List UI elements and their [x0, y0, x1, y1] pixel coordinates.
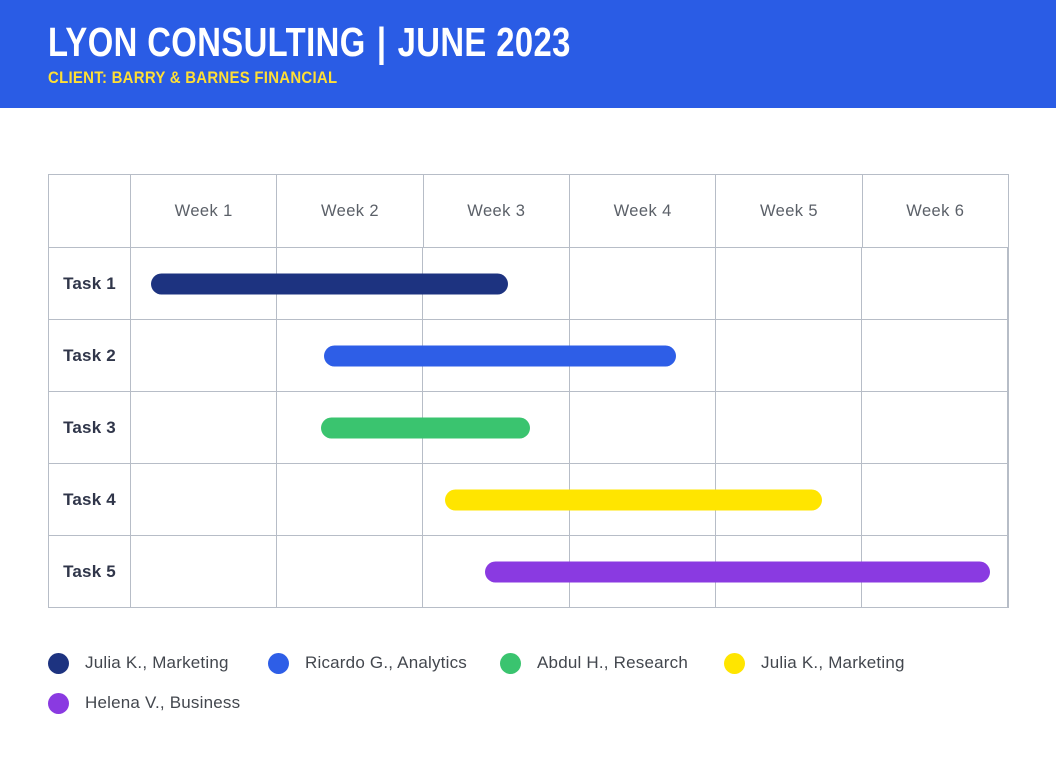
grid-cell [131, 536, 278, 607]
legend-label: Abdul H., Research [537, 653, 689, 672]
task-label: Task 1 [63, 273, 116, 293]
gantt-row-task-2: Task 2 [49, 319, 1009, 391]
legend-dot-purple [48, 692, 69, 714]
week-header-cell: Week 1 [131, 175, 278, 247]
task-label-cell: Task 2 [49, 320, 131, 391]
grid-cell [570, 392, 716, 463]
legend-label: Julia K., Marketing [761, 653, 905, 672]
task-label-cell: Task 3 [49, 392, 131, 463]
legend-row-1: Julia K., Marketing Ricardo G., Analytic… [48, 650, 1009, 676]
gantt-header-weeks: Week 1 Week 2 Week 3 Week 4 Week 5 Week … [131, 175, 1008, 247]
legend-label: Julia K., Marketing [85, 653, 229, 672]
grid-cell [131, 320, 278, 391]
legend-dot-green [500, 652, 521, 674]
legend-item: Julia K., Marketing [724, 650, 905, 676]
legend: Julia K., Marketing Ricardo G., Analytic… [48, 650, 1009, 716]
grid-cell [862, 392, 1009, 463]
title-company: LYON CONSULTING [48, 19, 366, 65]
title-separator: | [376, 19, 387, 65]
week-header-cell: Week 4 [570, 175, 717, 247]
gantt-row-task-3: Task 3 [49, 391, 1009, 463]
gantt-bar-task-2 [323, 345, 677, 366]
grid-cell [862, 464, 1009, 535]
task-label-cell: Task 4 [49, 464, 131, 535]
grid-cell [277, 536, 424, 607]
task-label: Task 2 [63, 345, 116, 365]
grid-cell [277, 464, 424, 535]
grid-cell [716, 464, 862, 535]
legend-item: Julia K., Marketing [48, 650, 268, 676]
task-label: Task 3 [63, 417, 116, 437]
grid-cell [423, 392, 570, 463]
legend-dot-navy [48, 652, 69, 674]
gantt-row-timeline [131, 464, 1009, 535]
task-label-cell: Task 1 [49, 248, 131, 319]
week-header-cell: Week 6 [863, 175, 1008, 247]
week-header-cell: Week 3 [424, 175, 570, 247]
grid-cell [423, 248, 570, 319]
grid-cell [862, 248, 1009, 319]
gantt-bar-task-5 [484, 561, 991, 582]
page-title: LYON CONSULTING | JUNE 2023 [48, 19, 816, 65]
week-label: Week 4 [613, 201, 672, 220]
legend-label: Helena V., Business [85, 693, 241, 712]
legend-label: Ricardo G., Analytics [305, 653, 467, 672]
gantt-row-timeline [131, 536, 1009, 607]
grid-cell [716, 248, 862, 319]
week-label: Week 1 [174, 201, 233, 220]
gantt-table: Week 1 Week 2 Week 3 Week 4 Week 5 Week … [48, 174, 1009, 608]
grid-cell [131, 464, 278, 535]
gantt-corner-cell [49, 175, 131, 247]
grid-cell [716, 392, 862, 463]
week-header-cell: Week 2 [277, 175, 424, 247]
title-month: JUNE 2023 [397, 19, 571, 65]
grid-cell [862, 320, 1009, 391]
gantt-row-task-4: Task 4 [49, 463, 1009, 535]
gantt-bar-task-1 [151, 273, 509, 294]
gantt-row-timeline [131, 248, 1009, 319]
task-label-cell: Task 5 [49, 536, 131, 607]
legend-row-2: Helena V., Business [48, 690, 1009, 716]
gantt-row-timeline [131, 392, 1009, 463]
gantt-header-row: Week 1 Week 2 Week 3 Week 4 Week 5 Week … [49, 175, 1008, 247]
legend-item: Ricardo G., Analytics [268, 650, 500, 676]
grid-cell [716, 320, 862, 391]
gantt-bar-task-4 [445, 489, 823, 510]
week-label: Week 6 [906, 201, 965, 220]
gantt-bar-task-3 [321, 417, 531, 438]
grid-cell [131, 392, 278, 463]
gantt-row-task-5: Task 5 [49, 535, 1009, 607]
gantt-row-timeline [131, 320, 1009, 391]
legend-dot-blue [268, 652, 289, 674]
grid-cell [570, 320, 716, 391]
task-label: Task 4 [63, 489, 116, 509]
client-subtitle: CLIENT: BARRY & BARNES FINANCIAL [48, 68, 338, 88]
week-label: Week 2 [320, 201, 380, 220]
legend-item: Helena V., Business [48, 690, 240, 716]
legend-item: Abdul H., Research [500, 650, 724, 676]
header-banner: LYON CONSULTING | JUNE 2023 CLIENT: BARRY … [0, 0, 1056, 108]
legend-dot-yellow [724, 652, 745, 674]
week-label: Week 3 [467, 201, 526, 220]
week-header-cell: Week 5 [716, 175, 863, 247]
task-label: Task 5 [63, 561, 116, 581]
grid-cell [570, 248, 716, 319]
gantt-row-task-1: Task 1 [49, 247, 1009, 319]
grid-cell [862, 536, 1009, 607]
week-label: Week 5 [759, 201, 818, 220]
